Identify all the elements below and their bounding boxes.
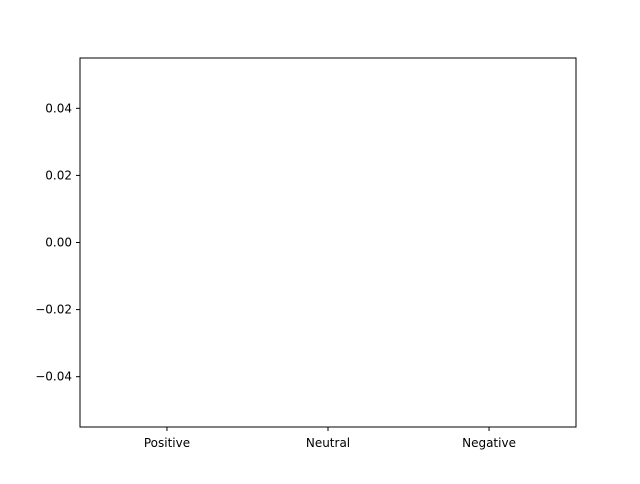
x-tick-label: Negative	[462, 436, 516, 450]
y-tick-label: 0.02	[45, 168, 72, 182]
y-tick-label: 0.04	[45, 101, 72, 115]
y-tick-label: −0.02	[35, 303, 72, 317]
y-tick-label: 0.00	[45, 236, 72, 250]
axes-group: −0.04 −0.02 0.00 0.02 0.04 Positive Neutral Neg…	[35, 57, 577, 450]
y-tick-label: −0.04	[35, 370, 72, 384]
x-tick-label: Positive	[144, 436, 190, 450]
x-tick-label: Neutral	[306, 436, 350, 450]
